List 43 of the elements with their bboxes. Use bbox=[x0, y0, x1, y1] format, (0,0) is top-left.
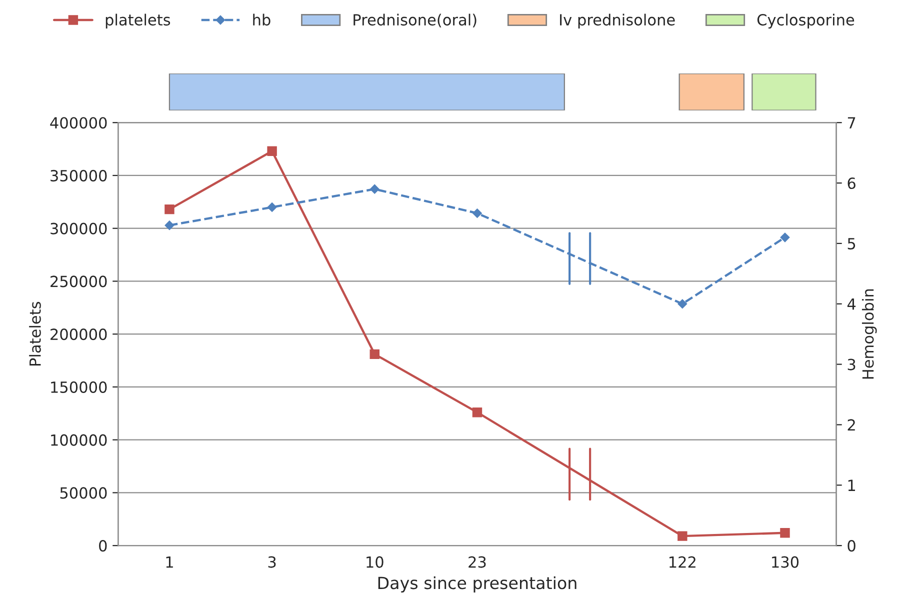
y-tick-label: 150000 bbox=[51, 381, 107, 393]
point bbox=[678, 299, 688, 308]
point bbox=[678, 531, 688, 541]
y2-tick-label: 7 bbox=[848, 117, 856, 128]
x-tick-label: 130 bbox=[772, 556, 799, 568]
y2-tick-label: 1 bbox=[848, 480, 856, 491]
y2-tick-label: 5 bbox=[848, 238, 856, 250]
y-tick-label: 250000 bbox=[50, 276, 107, 288]
point bbox=[370, 184, 380, 194]
text: Iv prednisolone bbox=[560, 14, 675, 29]
point bbox=[267, 202, 277, 212]
point bbox=[472, 407, 482, 418]
point bbox=[164, 220, 174, 230]
y-tick-label: 400000 bbox=[50, 117, 107, 129]
text: Prednisone(oral) bbox=[354, 14, 476, 28]
y-tick-label: 100000 bbox=[51, 434, 107, 446]
y-tick-label: 0 bbox=[99, 540, 107, 552]
y-tick-label: 300000 bbox=[50, 222, 107, 234]
x-tick-label: 23 bbox=[468, 556, 486, 568]
x-tick-label: 122 bbox=[669, 556, 696, 568]
point bbox=[780, 232, 790, 242]
y2-tick-label: 0 bbox=[848, 540, 856, 552]
y2-tick-label: 4 bbox=[847, 298, 856, 310]
point bbox=[472, 208, 482, 218]
x-tick-label: 1 bbox=[166, 556, 173, 568]
y-axis-title: Platelets bbox=[29, 302, 41, 366]
y2-axis-title: Hemoglobin bbox=[862, 289, 877, 379]
text: Cyclosporine bbox=[757, 14, 854, 29]
y-tick-label: 350000 bbox=[50, 170, 107, 182]
legend-label: hb bbox=[253, 14, 270, 26]
legend-label: platelets bbox=[106, 14, 170, 29]
x-axis-title: Days since presentation bbox=[378, 576, 576, 592]
point bbox=[267, 146, 277, 156]
y2-tick-label: 2 bbox=[848, 419, 855, 431]
y-tick-label: 200000 bbox=[50, 328, 107, 340]
point bbox=[780, 528, 790, 538]
x-tick-label: 3 bbox=[268, 556, 276, 568]
x-tick-label: 10 bbox=[366, 556, 384, 568]
point bbox=[164, 204, 174, 214]
y2-tick-label: 3 bbox=[848, 358, 856, 370]
y-tick-label: 50000 bbox=[60, 487, 107, 499]
point bbox=[370, 349, 380, 360]
y2-tick-label: 6 bbox=[848, 177, 856, 190]
